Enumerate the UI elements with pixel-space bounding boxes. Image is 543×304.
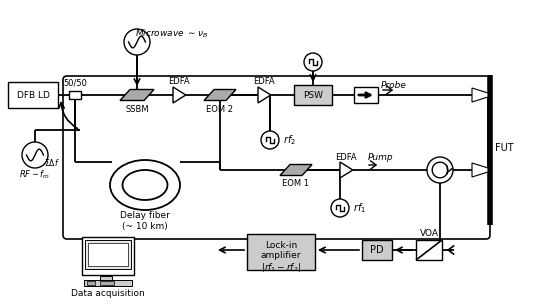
Bar xyxy=(84,280,132,286)
Text: Probe: Probe xyxy=(381,81,407,89)
Bar xyxy=(87,281,95,285)
Text: $rf_1$: $rf_1$ xyxy=(353,201,366,215)
Bar xyxy=(100,281,114,285)
Text: Lock-in: Lock-in xyxy=(265,241,297,250)
Text: DFB LD: DFB LD xyxy=(17,91,49,99)
Polygon shape xyxy=(258,87,271,103)
Polygon shape xyxy=(280,164,312,175)
Circle shape xyxy=(124,29,150,55)
Circle shape xyxy=(427,157,453,183)
Polygon shape xyxy=(204,89,236,101)
Bar xyxy=(100,276,112,280)
Text: 50/50: 50/50 xyxy=(63,78,87,88)
Polygon shape xyxy=(472,88,488,102)
Bar xyxy=(247,234,315,270)
Polygon shape xyxy=(120,89,154,101)
Text: Pump: Pump xyxy=(368,154,394,163)
Text: $|rf_1-rf_2|$: $|rf_1-rf_2|$ xyxy=(261,261,301,275)
Bar xyxy=(82,237,134,275)
Circle shape xyxy=(261,131,279,149)
Text: $\Sigma\Delta f$: $\Sigma\Delta f$ xyxy=(44,157,60,168)
Text: EOM 1: EOM 1 xyxy=(282,179,310,188)
Text: EOM 2: EOM 2 xyxy=(206,105,233,113)
Ellipse shape xyxy=(123,170,167,200)
Circle shape xyxy=(22,142,48,168)
Bar xyxy=(362,240,392,260)
Text: VOA: VOA xyxy=(420,230,439,239)
Text: PSW: PSW xyxy=(303,91,323,99)
Circle shape xyxy=(304,53,322,71)
Polygon shape xyxy=(173,87,186,103)
Bar xyxy=(69,91,81,99)
Text: (~ 10 km): (~ 10 km) xyxy=(122,222,168,230)
Text: EDFA: EDFA xyxy=(335,153,357,161)
Text: amplifier: amplifier xyxy=(261,251,301,261)
Text: SSBM: SSBM xyxy=(125,105,149,113)
Text: EDFA: EDFA xyxy=(168,78,190,87)
Text: FUT: FUT xyxy=(495,143,514,153)
Text: Microwave $\sim \nu_B$: Microwave $\sim \nu_B$ xyxy=(135,28,209,40)
Bar xyxy=(416,240,442,260)
Text: Delay fiber: Delay fiber xyxy=(120,212,170,220)
Bar xyxy=(8,82,58,108)
Text: PD: PD xyxy=(370,245,384,255)
Circle shape xyxy=(331,199,349,217)
Text: Data acquisition: Data acquisition xyxy=(71,288,145,298)
Bar xyxy=(294,85,332,105)
Bar xyxy=(85,240,131,269)
Text: $rf_2$: $rf_2$ xyxy=(283,133,296,147)
Bar xyxy=(354,87,378,103)
Text: EDFA: EDFA xyxy=(253,78,275,87)
Text: $RF \sim f_m$: $RF \sim f_m$ xyxy=(20,169,50,181)
Polygon shape xyxy=(472,163,488,177)
Bar xyxy=(88,243,128,266)
Polygon shape xyxy=(340,162,353,178)
